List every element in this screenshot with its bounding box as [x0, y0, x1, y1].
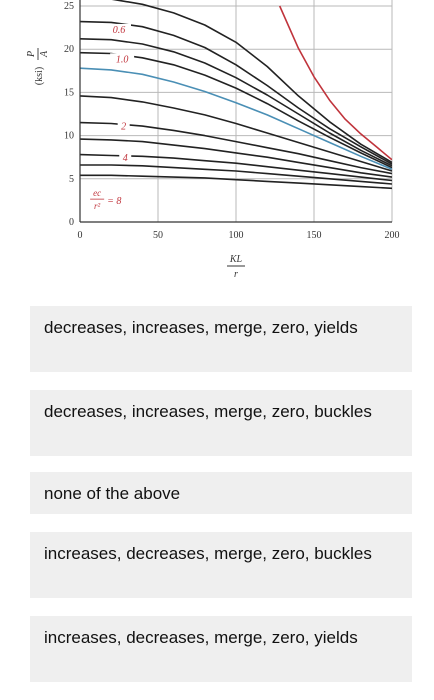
series-label: 0.6 — [113, 25, 126, 36]
series-label-bg — [119, 151, 132, 163]
series-line — [80, 38, 392, 167]
series-line — [80, 164, 392, 185]
y-axis-label-den: A — [39, 50, 50, 58]
series-label-bg — [117, 120, 130, 132]
series-line — [80, 153, 392, 182]
answer-option-3[interactable]: none of the above — [30, 472, 412, 514]
series-line — [80, 95, 392, 172]
answer-option-5[interactable]: increases, decreases, merge, zero, yield… — [30, 616, 412, 682]
chart-svg: 0 50 100 150 200 0 5 10 15 20 25 0.6 1.0 2 4 ec r² = 8 KL r… — [26, 0, 400, 280]
series-line — [80, 20, 392, 165]
series-label: 1.0 — [116, 54, 129, 65]
x-tick-label: 100 — [229, 230, 244, 241]
y-axis-label-num: P — [26, 51, 37, 58]
answer-option-1[interactable]: decreases, increases, merge, zero, yield… — [30, 306, 412, 372]
answer-option-2[interactable]: decreases, increases, merge, zero, buckl… — [30, 390, 412, 456]
y-axis-label-unit: (ksi) — [34, 67, 45, 85]
series-label: 4 — [123, 153, 128, 164]
series-label: 2 — [121, 122, 126, 133]
series-line — [80, 67, 392, 171]
series-line — [80, 174, 392, 190]
y-tick-label: 15 — [64, 87, 74, 98]
y-tick-label: 25 — [64, 1, 74, 12]
series-label-bg — [107, 23, 131, 35]
y-tick-label: 5 — [69, 174, 74, 185]
series-label-bg — [110, 53, 135, 65]
series-line — [80, 121, 392, 175]
y-tick-label: 0 — [69, 217, 74, 228]
series-line — [111, 0, 392, 164]
x-axis-label-den: r — [234, 269, 238, 280]
answer-option-4[interactable]: increases, decreases, merge, zero, buckl… — [30, 532, 412, 598]
x-tick-label: 200 — [385, 230, 400, 241]
x-tick-label: 50 — [153, 230, 163, 241]
y-tick-label: 20 — [64, 44, 74, 55]
param-label-bg — [85, 184, 140, 213]
series-line — [278, 5, 392, 161]
y-tick-label: 10 — [64, 131, 74, 142]
x-axis-label-num: KL — [229, 254, 243, 265]
series-line — [80, 138, 392, 178]
column-curve-chart: 0 50 100 150 200 0 5 10 15 20 25 0.6 1.0 2 4 ec r² = 8 KL r… — [0, 0, 434, 300]
x-tick-label: 150 — [307, 230, 322, 241]
param-label-den: r² — [94, 201, 101, 211]
param-label-num: ec — [93, 188, 101, 198]
x-tick-label: 0 — [78, 230, 83, 241]
y-axis-label: P A (ksi) — [26, 48, 50, 85]
param-label-eq: = 8 — [107, 196, 121, 207]
